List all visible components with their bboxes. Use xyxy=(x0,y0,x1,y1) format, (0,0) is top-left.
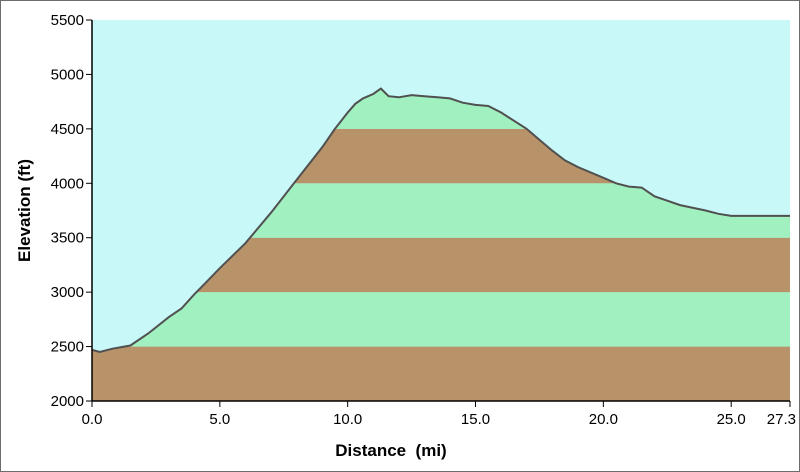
elevation-band-2500-3000 xyxy=(92,292,790,347)
x-tick-label: 10.0 xyxy=(333,411,362,428)
elevation-profile-line xyxy=(91,87,790,354)
y-tick-label: 5500 xyxy=(51,12,84,29)
y-axis-title: Elevation (ft) xyxy=(15,159,34,262)
y-tick-label: 2000 xyxy=(51,393,84,410)
y-tick-label: 3500 xyxy=(51,230,84,247)
x-tick-label: 27.3 xyxy=(767,411,796,428)
y-tick-label: 4500 xyxy=(51,121,84,138)
x-tick-label: 15.0 xyxy=(461,411,490,428)
x-tick-label: 5.0 xyxy=(209,411,230,428)
x-axis-ticks: 0.0 5.0 10.0 15.0 20.0 25.0 27.3 xyxy=(82,401,796,428)
axes xyxy=(91,20,790,402)
y-tick-label: 4000 xyxy=(51,175,84,192)
y-tick-label: 3000 xyxy=(51,284,84,301)
elevation-band-2000-2500 xyxy=(92,346,790,401)
x-axis-title: Distance (mi) xyxy=(335,441,446,460)
x-tick-label: 25.0 xyxy=(717,411,746,428)
y-axis-ticks: 2000 2500 3000 3500 4000 4500 5000 5500 xyxy=(51,12,92,410)
x-tick-label: 20.0 xyxy=(589,411,618,428)
x-tick-label: 0.0 xyxy=(82,411,103,428)
y-tick-label: 2500 xyxy=(51,339,84,356)
y-tick-label: 5000 xyxy=(51,66,84,83)
